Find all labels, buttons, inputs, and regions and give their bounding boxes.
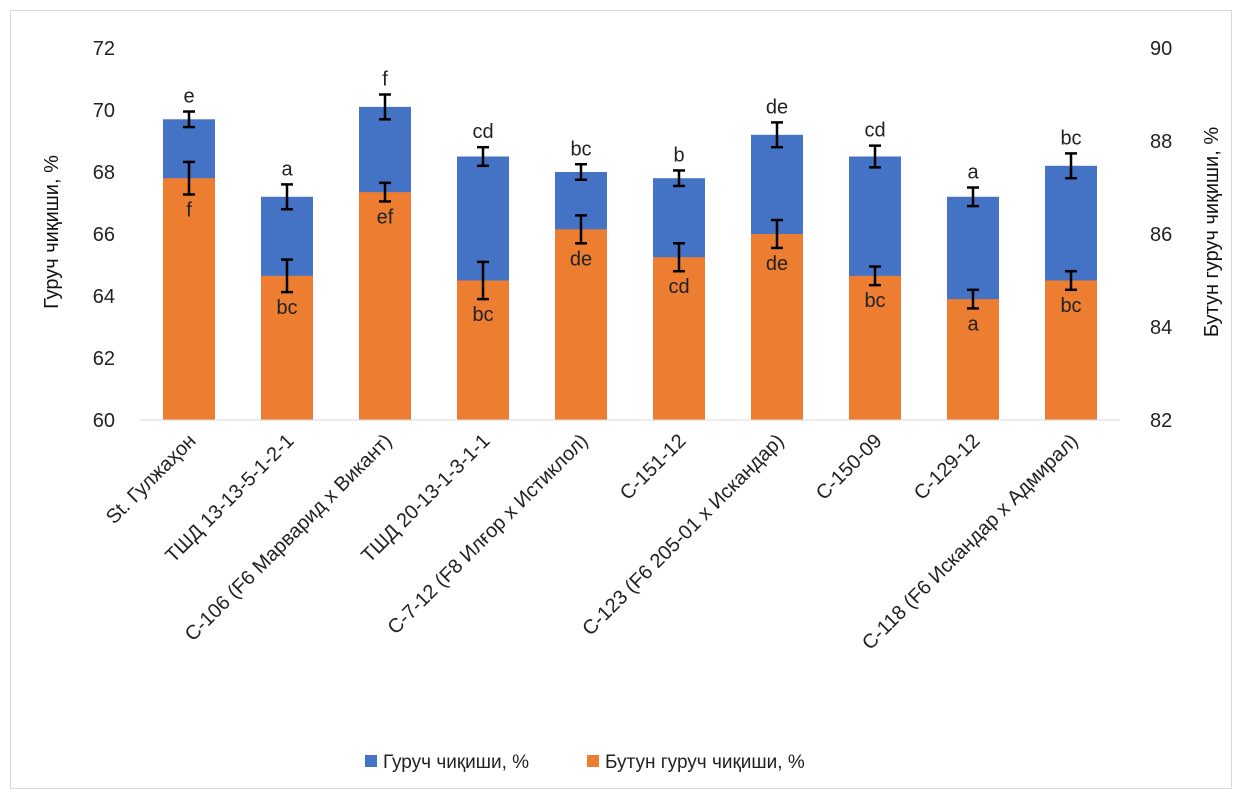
x-tick-label: С-118 (F6 Искандар х Адмирал): [858, 430, 1082, 654]
error-bar-whole-rice-yield: [1065, 269, 1077, 292]
legend-label-rice-yield: Гуруч чиқиши, %: [383, 752, 529, 773]
error-bar-whole-rice-yield: [477, 260, 489, 301]
sig-letter-whole-rice-yield: de: [766, 253, 788, 275]
x-tick-label: С-151-12: [616, 430, 691, 505]
error-bar-rice-yield: [673, 169, 685, 188]
sig-letter-whole-rice-yield: bc: [472, 304, 493, 326]
sig-letter-whole-rice-yield: f: [186, 199, 192, 221]
error-bar-rice-yield: [1065, 152, 1077, 180]
sig-letter-whole-rice-yield: bc: [1060, 295, 1081, 317]
error-bar-whole-rice-yield: [281, 258, 293, 294]
x-tick-label: С-150-09: [812, 430, 887, 505]
error-bars: [183, 93, 1077, 310]
sig-letter-whole-rice-yield: a: [967, 313, 979, 335]
y-left-tick-label: 70: [93, 100, 115, 122]
bar-whole-rice-yield: [849, 275, 901, 420]
sig-letter-whole-rice-yield: de: [570, 248, 592, 270]
sig-letter-rice-yield: cd: [864, 120, 885, 142]
y-left-tick-label: 64: [93, 286, 115, 308]
error-bar-whole-rice-yield: [869, 265, 881, 287]
sig-letter-rice-yield: bc: [570, 138, 591, 160]
y-left-tick-label: 62: [93, 348, 115, 370]
error-bar-whole-rice-yield: [771, 218, 783, 250]
x-tick-label: С-106 (F6 Марварид x Викант): [181, 430, 397, 646]
error-bar-rice-yield: [967, 186, 979, 208]
bar-whole-rice-yield: [261, 275, 313, 420]
sig-letter-rice-yield: de: [766, 96, 788, 118]
error-bar-rice-yield: [183, 110, 195, 129]
y-left-tick-label: 68: [93, 162, 115, 184]
x-tick-label: С-7-12 (F8 Илғор х Истиклол): [384, 430, 593, 639]
legend-swatch-rice-yield: [365, 755, 377, 767]
legend: Гуруч чиқиши, % Бутун гуруч чиқиши, %: [365, 752, 805, 773]
bar-whole-rice-yield: [751, 234, 803, 420]
sig-letter-whole-rice-yield: cd: [668, 276, 689, 298]
bar-whole-rice-yield: [457, 280, 509, 420]
sig-letter-rice-yield: a: [281, 158, 293, 180]
error-bar-rice-yield: [771, 121, 783, 149]
sig-letter-rice-yield: e: [183, 86, 194, 108]
bar-whole-rice-yield: [359, 192, 411, 420]
sig-letter-rice-yield: a: [967, 162, 979, 184]
y-right-tick-label: 88: [1150, 131, 1172, 153]
y-left-tick-label: 72: [93, 38, 115, 60]
legend-label-whole-rice-yield: Бутун гуруч чиқиши, %: [605, 752, 805, 773]
bars-whole-rice-yield: [163, 178, 1097, 420]
y-right-tick-label: 90: [1150, 38, 1172, 60]
x-tick-label: С-123 (F6 205-01 х Искандар): [578, 430, 788, 640]
error-bar-rice-yield: [575, 163, 587, 181]
sig-letter-whole-rice-yield: bc: [276, 297, 297, 319]
sig-letter-whole-rice-yield: ef: [377, 206, 394, 228]
y-left-tick-label: 60: [93, 410, 115, 432]
bar-whole-rice-yield: [555, 229, 607, 420]
y-right-tick-label: 82: [1150, 410, 1172, 432]
error-bar-rice-yield: [477, 145, 489, 168]
x-tick-label: С-129-12: [910, 430, 985, 505]
sig-letter-rice-yield: f: [382, 69, 388, 91]
sig-letter-rice-yield: b: [673, 144, 684, 166]
error-bar-rice-yield: [869, 144, 881, 169]
legend-swatch-whole-rice-yield: [587, 755, 599, 767]
bar-whole-rice-yield: [653, 257, 705, 420]
bar-whole-rice-yield: [163, 178, 215, 420]
y-right-tick-label: 86: [1150, 224, 1172, 246]
y-axis-right: 82 84 86 88 90: [1150, 38, 1172, 432]
y-right-tick-label: 84: [1150, 317, 1172, 339]
bar-whole-rice-yield: [947, 299, 999, 420]
bar-whole-rice-yield: [1045, 280, 1097, 420]
y-axis-left: 60 62 64 66 68 70 72: [93, 38, 115, 432]
sig-letter-rice-yield: cd: [472, 121, 493, 143]
sig-letter-rice-yield: bc: [1060, 127, 1081, 149]
error-bar-whole-rice-yield: [183, 160, 195, 196]
error-bar-whole-rice-yield: [379, 181, 391, 203]
error-bar-rice-yield: [379, 93, 391, 121]
error-bar-whole-rice-yield: [673, 242, 685, 273]
y-axis-right-title: Бутун гуруч чиқиши, %: [1201, 127, 1223, 337]
y-left-tick-label: 66: [93, 224, 115, 246]
y-axis-left-title: Гуруч чиқиши, %: [41, 155, 63, 309]
error-bar-whole-rice-yield: [575, 214, 587, 245]
x-tick-label: St. Гулжаҳон: [102, 430, 201, 529]
error-bar-rice-yield: [281, 183, 293, 211]
sig-letter-whole-rice-yield: bc: [864, 290, 885, 312]
error-bar-whole-rice-yield: [967, 288, 979, 310]
